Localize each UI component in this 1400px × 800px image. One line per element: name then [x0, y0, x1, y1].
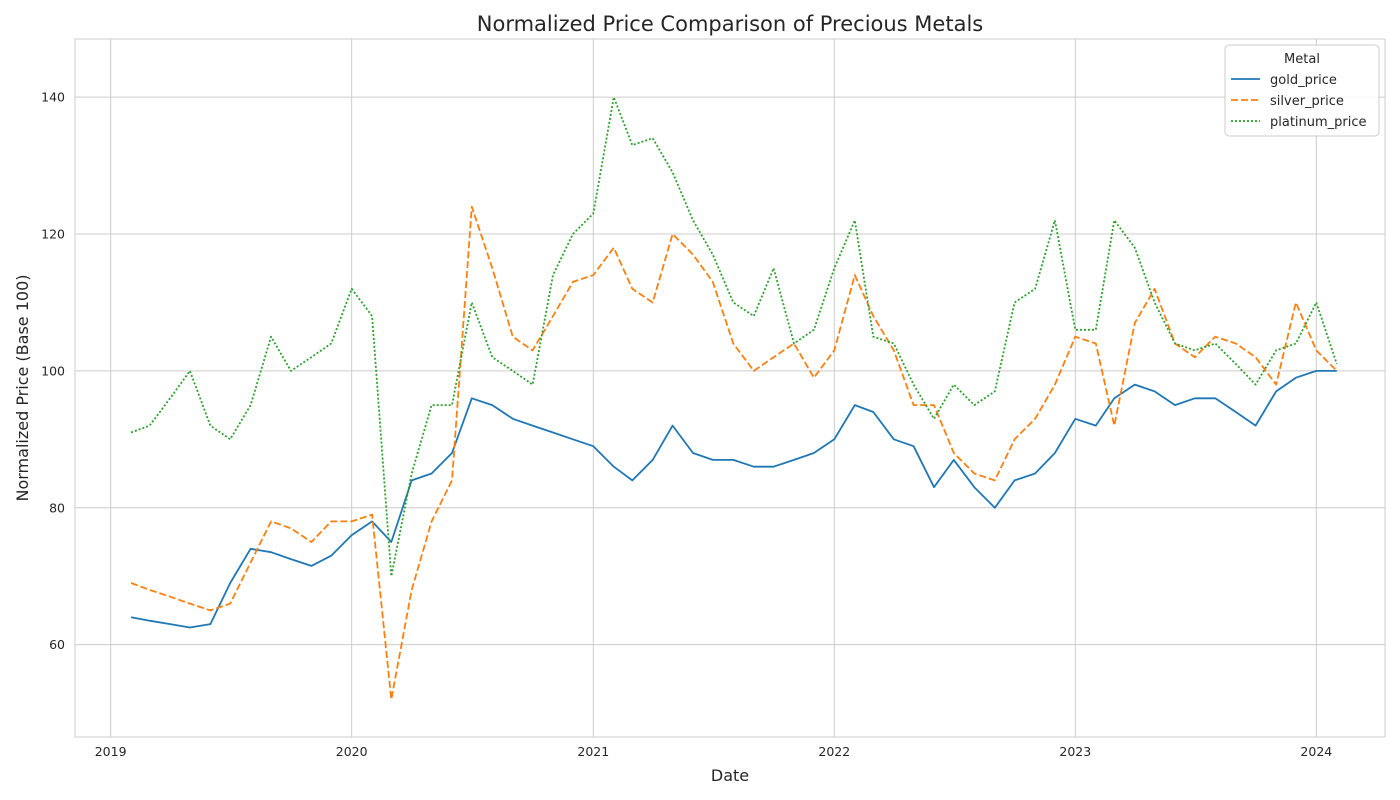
legend-label: gold_price	[1270, 73, 1337, 88]
y-tick-label: 120	[41, 227, 65, 242]
y-axis-title: Normalized Price (Base 100)	[13, 274, 32, 501]
x-tick-label: 2021	[577, 744, 609, 759]
y-tick-label: 140	[41, 90, 65, 105]
legend-box	[1224, 44, 1380, 137]
legend: Metal gold_price silver_price platinum_pri…	[1224, 44, 1380, 137]
legend-entries: gold_price silver_price platinum_price	[1231, 73, 1367, 130]
x-tick-label: 2022	[818, 744, 850, 759]
series-line-platinum-price	[130, 96, 1338, 578]
x-axis: 2019 2020 2021 2022 2023 2024	[95, 744, 1333, 759]
series-line-silver-price	[130, 205, 1338, 701]
y-tick-label: 100	[41, 363, 65, 378]
y-axis: 60 80 100 120 140	[41, 90, 65, 652]
y-tick-label: 80	[49, 500, 65, 515]
x-axis-title: Date	[711, 766, 749, 785]
legend-label: silver_price	[1270, 94, 1344, 109]
series-line-gold-price	[130, 369, 1337, 629]
series-layer	[130, 96, 1338, 701]
x-tick-label: 2019	[95, 744, 127, 759]
x-tick-label: 2020	[336, 744, 368, 759]
legend-label: platinum_price	[1270, 115, 1367, 130]
grid	[75, 39, 1385, 737]
legend-title: Metal	[1284, 52, 1320, 67]
x-tick-label: 2023	[1059, 744, 1091, 759]
chart-title: Normalized Price Comparison of Precious …	[477, 12, 983, 36]
x-tick-label: 2024	[1300, 744, 1332, 759]
plot-frame	[74, 38, 1386, 738]
y-tick-label: 60	[49, 637, 65, 652]
